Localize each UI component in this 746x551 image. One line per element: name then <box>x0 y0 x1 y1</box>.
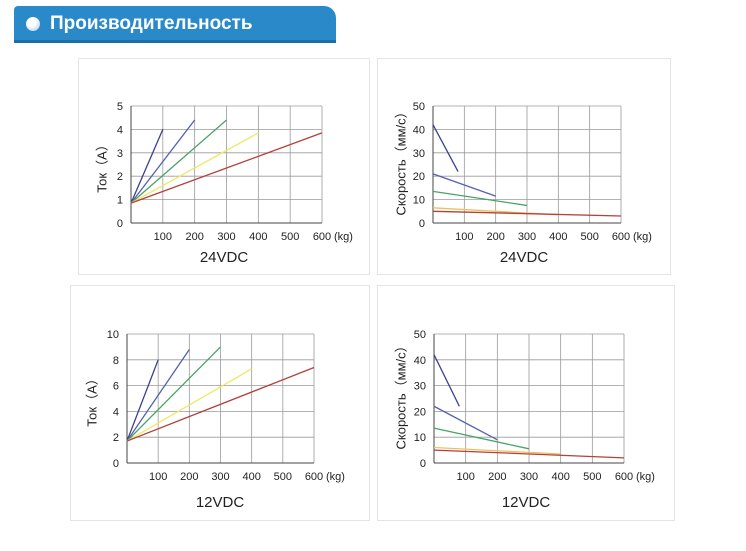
y-tick-label: 40 <box>414 355 426 367</box>
x-unit-label: (kg) <box>633 231 652 243</box>
x-tick-label: 500 <box>580 231 598 243</box>
series-line <box>433 446 561 455</box>
y-tick-label: 20 <box>414 406 426 418</box>
y-tick-label: 0 <box>117 218 123 230</box>
series-line <box>130 129 164 204</box>
y-tick-label: 2 <box>113 432 119 444</box>
x-tick-label: 600 <box>615 471 633 483</box>
y-tick-label: 4 <box>117 124 123 136</box>
series-line <box>433 354 460 407</box>
chart-caption: 12VDC <box>501 494 551 511</box>
series-line <box>130 119 227 204</box>
series-line <box>433 427 530 450</box>
x-tick-label: 500 <box>281 231 299 243</box>
bullet-icon <box>26 17 40 31</box>
section-title: Производительность <box>50 13 253 34</box>
series-line <box>433 449 625 459</box>
x-tick-label: 200 <box>486 231 504 243</box>
x-tick-label: 500 <box>583 471 601 483</box>
y-tick-label: 1 <box>117 195 123 207</box>
x-tick-label: 600 <box>305 471 323 483</box>
series-line <box>432 173 496 197</box>
y-tick-label: 3 <box>117 148 123 160</box>
y-tick-label: 20 <box>413 171 425 183</box>
y-axis-label: Ток（A） <box>84 372 100 427</box>
chart-caption: 24VDC <box>499 249 549 266</box>
series-line <box>432 190 528 207</box>
x-tick-label: 100 <box>456 471 474 483</box>
chart-caption: 12VDC <box>195 494 245 511</box>
y-axis-label: Скорость（мм/с） <box>393 105 409 216</box>
x-tick-label: 500 <box>274 471 292 483</box>
y-axis-label: Скорость（мм/с） <box>393 339 409 450</box>
x-unit-label: (kg) <box>326 471 345 483</box>
x-tick-label: 200 <box>180 471 198 483</box>
x-tick-label: 400 <box>242 471 260 483</box>
series-line <box>126 368 252 442</box>
chart-current-12vdc: 0 2 4 6 8 10 100 200 300 400 500 600 (kg) Ток（A） 12V… <box>70 285 370 521</box>
y-tick-label: 2 <box>117 171 123 183</box>
y-tick-label: 50 <box>414 329 426 341</box>
y-tick-label: 0 <box>420 458 426 470</box>
x-tick-label: 100 <box>154 231 172 243</box>
y-tick-label: 0 <box>113 458 119 470</box>
x-tick-label: 100 <box>455 231 473 243</box>
x-tick-label: 200 <box>488 471 506 483</box>
chart-speed-12vdc: 0 10 20 30 40 50 100 200 300 400 500 600 (kg) Скорос… <box>377 285 675 521</box>
y-tick-label: 10 <box>414 432 426 444</box>
section-header: Производительность <box>14 6 336 43</box>
series-line <box>130 132 259 204</box>
series-line <box>130 132 323 204</box>
chart-speed-24vdc: 0 10 20 30 40 50 100 200 300 400 500 600 (kg) Скорос… <box>377 58 671 275</box>
x-tick-label: 100 <box>149 471 167 483</box>
series-line <box>126 349 190 442</box>
series-line <box>130 119 196 204</box>
y-tick-label: 10 <box>413 195 425 207</box>
series-line <box>126 359 159 442</box>
series-line <box>126 346 221 442</box>
chart-svg: 0 10 20 30 40 50 100 200 300 400 500 600 (kg) <box>413 101 652 243</box>
y-tick-label: 40 <box>413 124 425 136</box>
y-tick-label: 30 <box>414 381 426 393</box>
chart-svg: 0 2 4 6 8 10 100 200 300 400 500 600 (kg) <box>107 329 345 483</box>
y-tick-label: 8 <box>113 355 119 367</box>
x-tick-label: 200 <box>185 231 203 243</box>
x-tick-label: 300 <box>211 471 229 483</box>
series-line <box>432 124 459 172</box>
y-tick-label: 30 <box>413 148 425 160</box>
series-line <box>432 210 622 217</box>
x-tick-label: 300 <box>518 231 536 243</box>
x-tick-label: 300 <box>217 231 235 243</box>
chart-current-24vdc: 0 1 2 3 4 5 100 200 300 400 500 600 (kg) Ток（A） 24VD… <box>78 58 370 275</box>
x-tick-label: 400 <box>551 471 569 483</box>
chart-svg: 0 10 20 30 40 50 100 200 300 400 500 600 (kg) <box>414 329 655 483</box>
x-tick-label: 600 <box>313 231 331 243</box>
chart-svg: 0 1 2 3 4 5 100 200 300 400 500 600 (kg) <box>117 101 353 243</box>
x-tick-label: 400 <box>549 231 567 243</box>
y-tick-label: 10 <box>107 329 119 341</box>
x-tick-label: 300 <box>520 471 538 483</box>
x-unit-label: (kg) <box>636 471 655 483</box>
y-tick-label: 4 <box>113 406 119 418</box>
x-tick-label: 600 <box>612 231 630 243</box>
x-unit-label: (kg) <box>334 231 353 243</box>
y-tick-label: 50 <box>413 101 425 113</box>
y-tick-label: 5 <box>117 101 123 113</box>
x-tick-label: 400 <box>249 231 267 243</box>
chart-caption: 24VDC <box>199 249 249 266</box>
series-line <box>433 405 498 441</box>
y-tick-label: 6 <box>113 381 119 393</box>
series-line <box>126 366 315 442</box>
y-axis-label: Ток（A） <box>94 138 110 193</box>
y-tick-label: 0 <box>419 218 425 230</box>
